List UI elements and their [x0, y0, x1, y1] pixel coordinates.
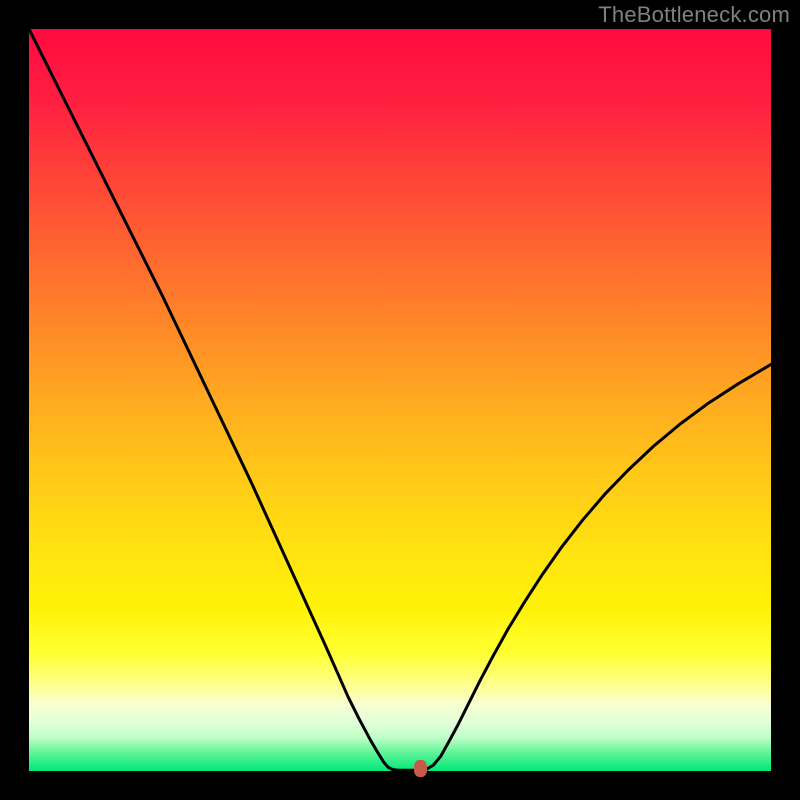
- plot-area: [29, 29, 771, 771]
- bottleneck-curve: [29, 29, 771, 771]
- watermark-text: TheBottleneck.com: [598, 2, 790, 28]
- optimum-marker: [414, 760, 427, 777]
- chart-frame: TheBottleneck.com: [0, 0, 800, 800]
